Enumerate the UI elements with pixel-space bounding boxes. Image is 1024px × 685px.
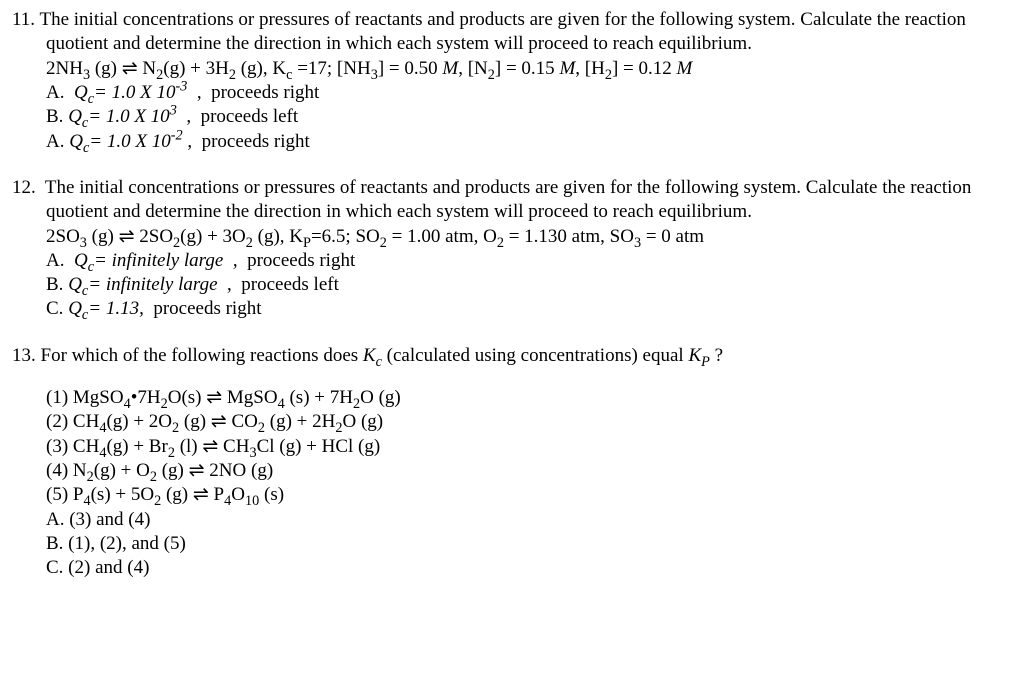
- reaction-2: (2) CH4(g) + 2O2 (g) ⇌ CO2 (g) + 2H2O (g…: [46, 410, 1012, 434]
- question-11-stem: 11. The initial concentrations or pressu…: [12, 8, 1012, 57]
- stem-text: The initial concentrations or pressures …: [39, 9, 965, 54]
- question-number: 13.: [12, 345, 36, 366]
- stem-text: For which of the following reactions doe…: [41, 345, 724, 366]
- question-number: 11.: [12, 9, 35, 30]
- stem-text: The initial concentrations or pressures …: [45, 177, 971, 222]
- option-a: A. Qc= 1.0 X 10-3 , proceeds right: [46, 81, 1012, 105]
- option-c: C. Qc= 1.13, proceeds right: [46, 297, 1012, 321]
- option-b: B. Qc= infinitely large , proceeds left: [46, 273, 1012, 297]
- option-b: B. (1), (2), and (5): [46, 532, 1012, 556]
- option-a: A. (3) and (4): [46, 508, 1012, 532]
- reaction-4: (4) N2(g) + O2 (g) ⇌ 2NO (g): [46, 459, 1012, 483]
- question-12-stem: 12. The initial concentrations or pressu…: [12, 176, 1012, 225]
- option-b: B. Qc= 1.0 X 103 , proceeds left: [46, 105, 1012, 129]
- question-13: 13. For which of the following reactions…: [12, 344, 1012, 581]
- reaction-1: (1) MgSO4•7H2O(s) ⇌ MgSO4 (s) + 7H2O (g): [46, 386, 1012, 410]
- option-a: A. Qc= infinitely large , proceeds right: [46, 249, 1012, 273]
- reaction-3: (3) CH4(g) + Br2 (l) ⇌ CH3Cl (g) + HCl (…: [46, 435, 1012, 459]
- question-12-reaction: 2SO3 (g) ⇌ 2SO2(g) + 3O2 (g), KP=6.5; SO…: [12, 225, 1012, 249]
- question-11-options: A. Qc= 1.0 X 10-3 , proceeds right B. Qc…: [12, 81, 1012, 154]
- option-c: A. Qc= 1.0 X 10-2 , proceeds right: [46, 130, 1012, 154]
- reaction-5: (5) P4(s) + 5O2 (g) ⇌ P4O10 (s): [46, 483, 1012, 507]
- option-c: C. (2) and (4): [46, 556, 1012, 580]
- question-11: 11. The initial concentrations or pressu…: [12, 8, 1012, 154]
- question-12-options: A. Qc= infinitely large , proceeds right…: [12, 249, 1012, 322]
- question-13-stem: 13. For which of the following reactions…: [12, 344, 1012, 368]
- question-number: 12.: [12, 177, 36, 198]
- question-11-reaction: 2NH3 (g) ⇌ N2(g) + 3H2 (g), Kc =17; [NH3…: [12, 57, 1012, 81]
- question-13-reactions: (1) MgSO4•7H2O(s) ⇌ MgSO4 (s) + 7H2O (g)…: [12, 386, 1012, 581]
- question-12: 12. The initial concentrations or pressu…: [12, 176, 1012, 322]
